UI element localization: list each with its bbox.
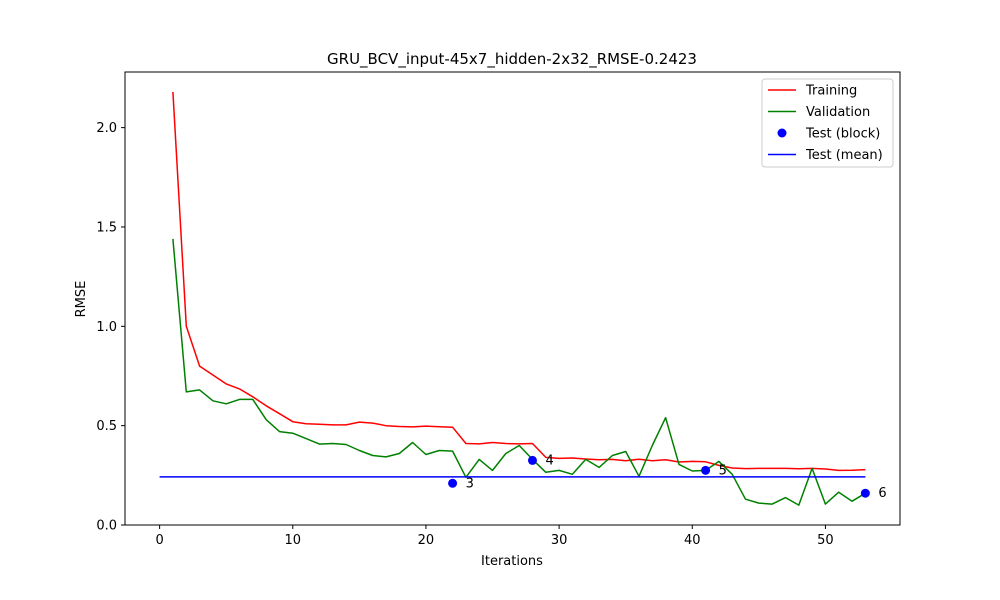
y-tick-label: 2.0 — [96, 121, 117, 136]
legend-test-block-label: Test (block) — [805, 127, 880, 142]
x-tick-label: 10 — [285, 533, 302, 548]
y-tick-label: 1.0 — [96, 320, 117, 335]
test-block-label: 3 — [466, 476, 474, 491]
x-axis-label: Iterations — [481, 554, 543, 569]
test-block-label: 5 — [719, 463, 727, 478]
legend-test-block-marker — [777, 128, 787, 138]
x-tick-label: 50 — [817, 533, 834, 548]
y-tick-label: 0.0 — [96, 519, 117, 534]
chart-title: GRU_BCV_input-45x7_hidden-2x32_RMSE-0.24… — [327, 50, 697, 69]
test-block-point — [701, 465, 711, 475]
legend-validation-label: Validation — [806, 105, 870, 120]
y-tick-label: 1.5 — [96, 220, 117, 235]
plot-area: 3 4 5 6 — [159, 91, 887, 506]
test-block-label: 4 — [545, 453, 553, 468]
y-axis: 0.0 0.5 1.0 1.5 2.0 — [96, 121, 125, 534]
x-tick-label: 30 — [551, 533, 568, 548]
test-block-point — [527, 455, 537, 465]
legend-training-label: Training — [805, 84, 857, 99]
x-tick-label: 40 — [684, 533, 701, 548]
training-series-line — [172, 91, 866, 472]
axes-frame — [124, 71, 901, 526]
x-tick-label: 20 — [418, 533, 435, 548]
test-block-point — [860, 488, 870, 498]
test-block-label: 6 — [878, 486, 886, 501]
x-tick-label: 0 — [155, 533, 163, 548]
y-axis-label: RMSE — [74, 281, 89, 318]
y-tick-label: 0.5 — [96, 419, 117, 434]
legend-box — [761, 78, 894, 168]
legend: Training Validation Test (block) Test (mean… — [761, 78, 894, 168]
test-block-point — [448, 478, 458, 488]
x-axis: 0 10 20 30 40 50 — [155, 525, 834, 548]
validation-series-line — [172, 238, 866, 506]
legend-test-mean-label: Test (mean) — [805, 148, 883, 163]
